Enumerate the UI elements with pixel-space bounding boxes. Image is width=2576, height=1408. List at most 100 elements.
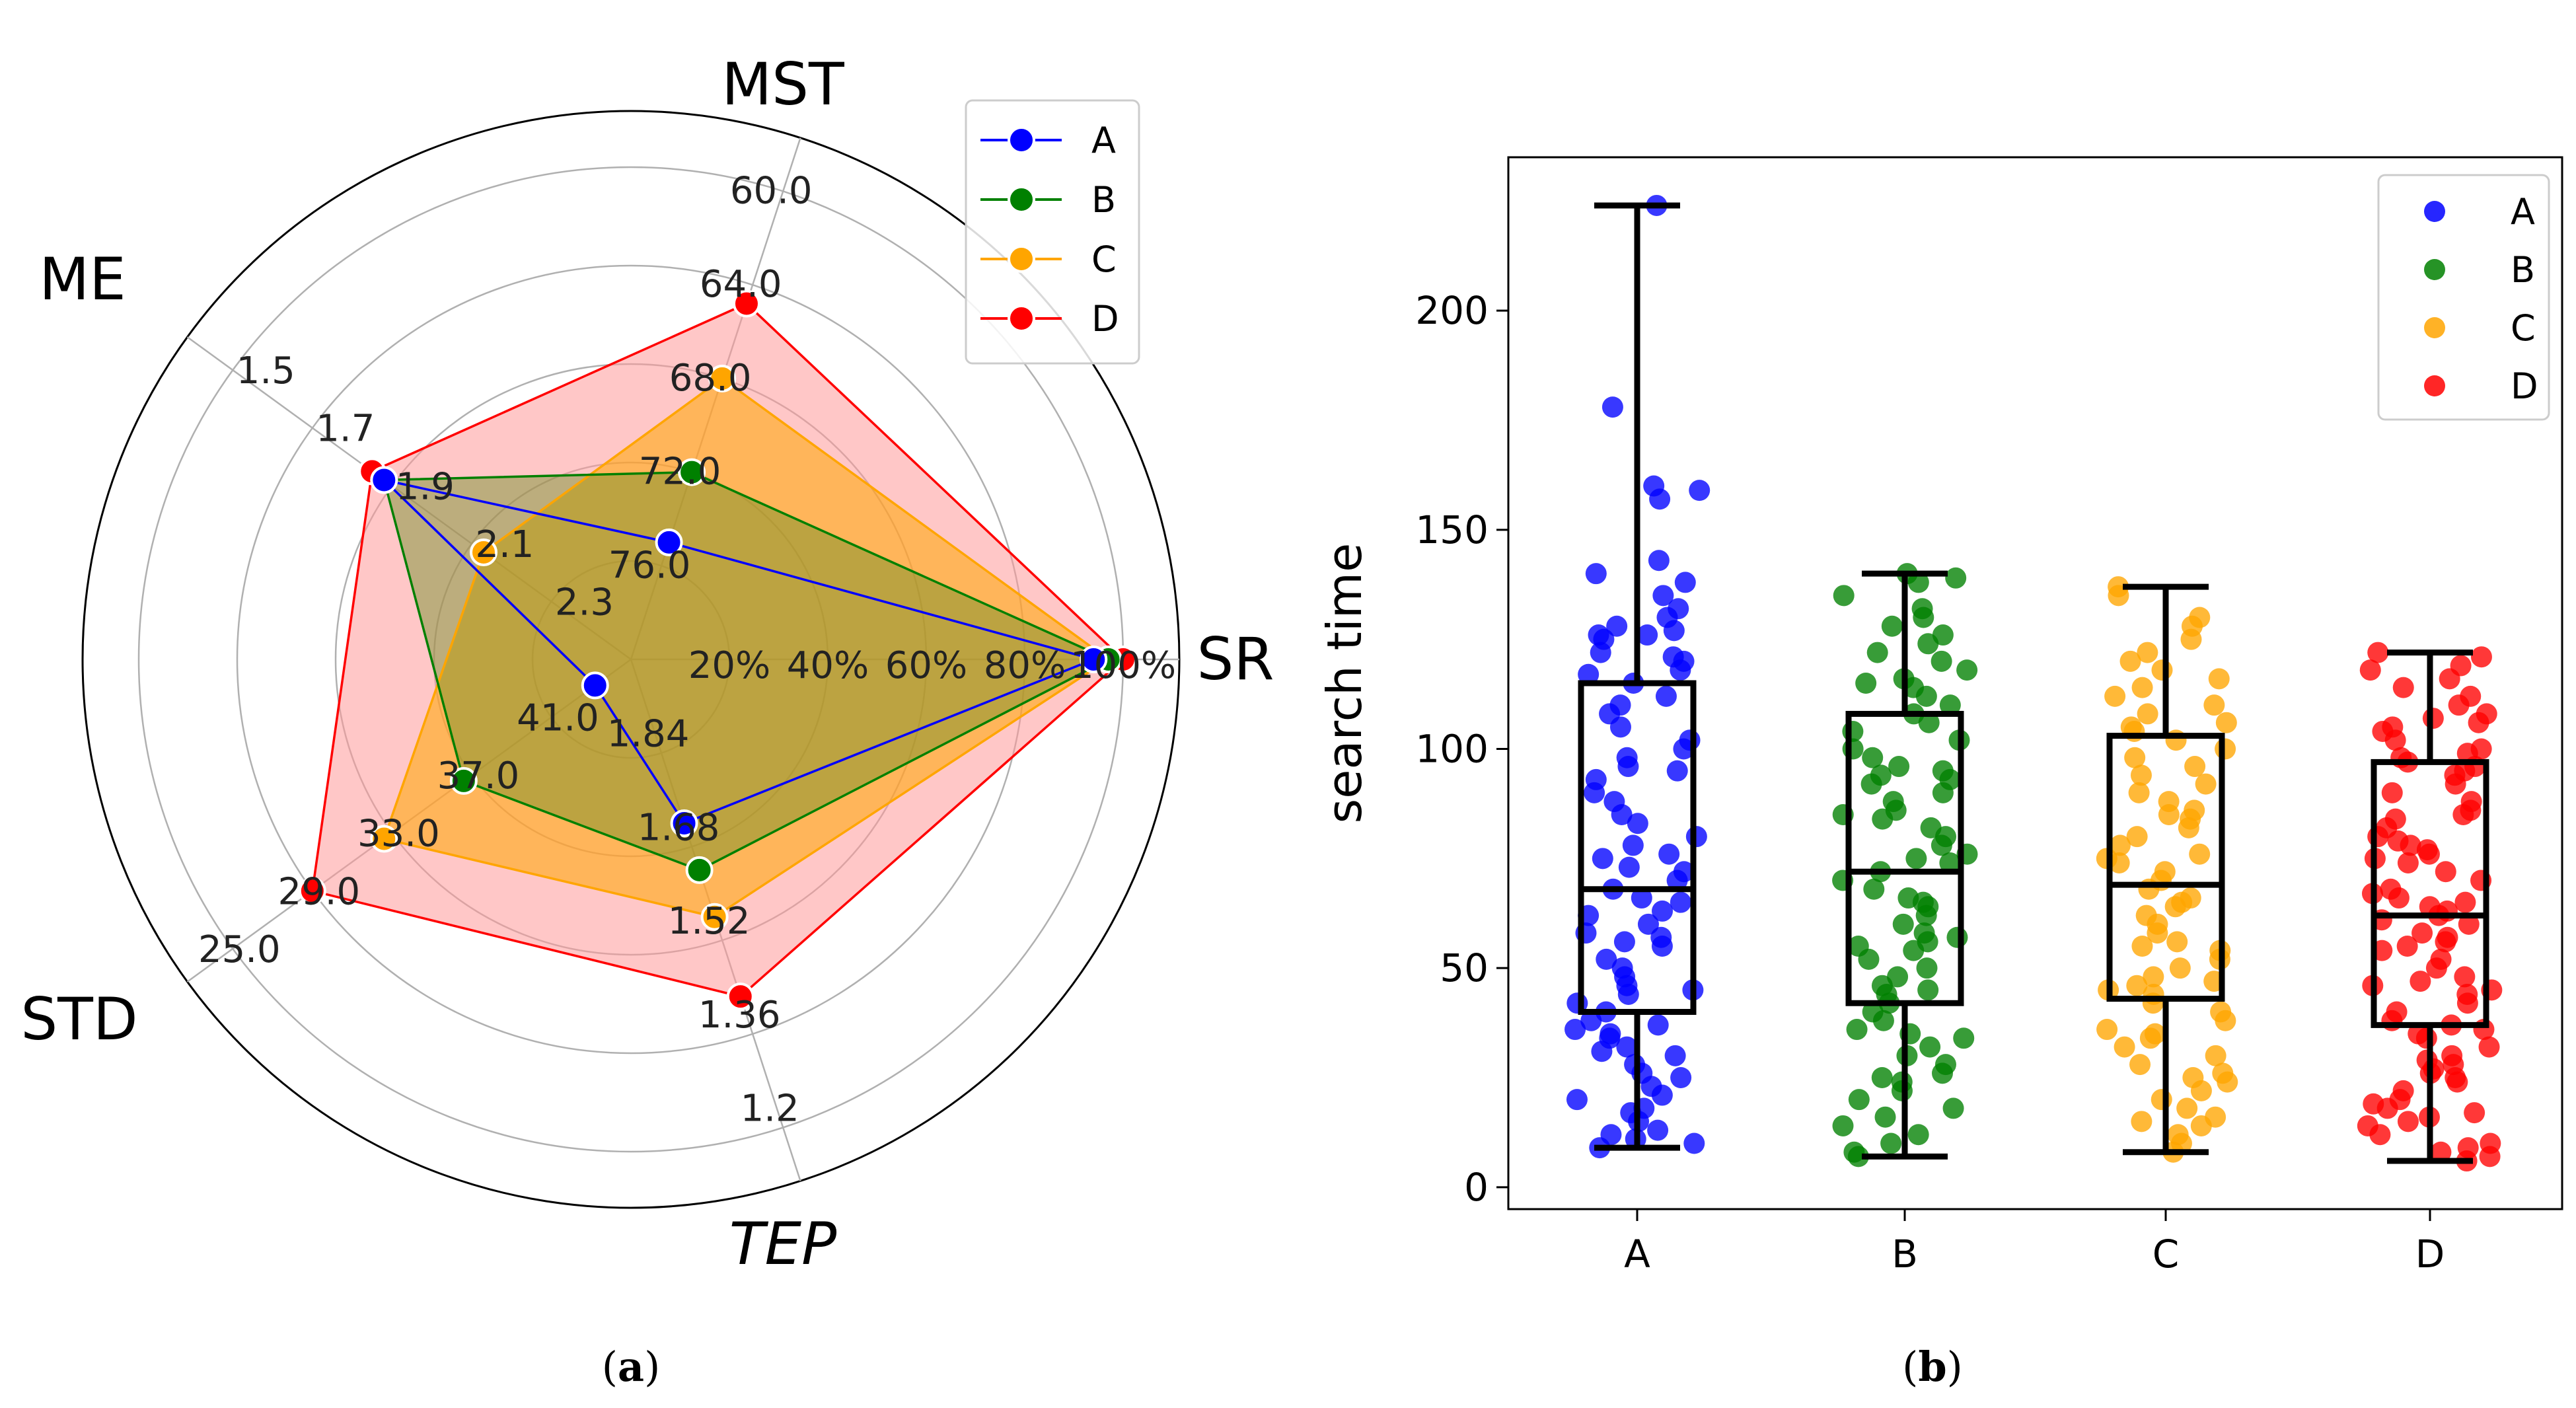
- scatter-point-c: [2123, 720, 2145, 742]
- box-legend-marker-b: [2424, 259, 2445, 280]
- scatter-point-c: [2190, 1115, 2212, 1136]
- radar-point-a-tep: [670, 809, 698, 837]
- scatter-point-c: [2158, 804, 2180, 825]
- scatter-point-a: [1674, 572, 1696, 593]
- radar-tick-tep: 1.2: [741, 1088, 799, 1130]
- y-tick-label: 50: [1440, 945, 1489, 990]
- scatter-point-d: [2425, 957, 2447, 979]
- y-tick-label: 0: [1464, 1165, 1489, 1210]
- y-tick-label: 200: [1415, 288, 1489, 333]
- scatter-point-c: [2208, 668, 2230, 690]
- x-tick-label-d: D: [2415, 1232, 2445, 1277]
- radar-tick-me: 2.3: [555, 581, 614, 624]
- radar-legend-label-b: B: [1091, 179, 1116, 221]
- scatter-point-a: [1666, 870, 1688, 891]
- radar-tick-sr: 20%: [688, 644, 770, 687]
- scatter-point-c: [2151, 1089, 2172, 1111]
- radar-legend-frame: [965, 99, 1140, 365]
- radar-legend-label-d: D: [1091, 298, 1119, 340]
- scatter-point-d: [2359, 659, 2381, 681]
- radar-line-c: [383, 377, 1111, 918]
- scatter-point-d: [2415, 1027, 2437, 1049]
- scatter-point-c: [2203, 694, 2225, 716]
- scatter-point-b: [1881, 615, 1903, 637]
- scatter-point-d: [2367, 642, 2389, 663]
- radar-axis-label-me: ME: [39, 245, 126, 313]
- x-tick-label-b: B: [1892, 1232, 1918, 1277]
- scatter-point-d: [2400, 834, 2421, 856]
- scatter-point-b: [1931, 834, 1952, 856]
- radar-tick-mst: 68.0: [669, 357, 752, 400]
- radar-tick-me: 1.9: [396, 465, 455, 508]
- scatter-point-c: [2114, 1036, 2135, 1058]
- scatter-point-d: [2448, 694, 2470, 716]
- radar-point-d-tep: [726, 982, 754, 1011]
- scatter-point-a: [1648, 550, 1670, 572]
- scatter-point-c: [2128, 782, 2150, 803]
- radar-tick-std: 37.0: [437, 755, 520, 797]
- scatter-point-d: [2397, 852, 2419, 873]
- scatter-point-a: [1670, 659, 1691, 681]
- scatter-point-a: [1637, 913, 1659, 935]
- scatter-point-a: [1647, 1119, 1669, 1141]
- scatter-point-b: [1848, 1089, 1870, 1111]
- scatter-point-d: [2439, 668, 2460, 690]
- radar-point-c-tep: [700, 903, 729, 931]
- radar-point-c-std: [370, 825, 398, 853]
- radar-point-a-mst: [655, 528, 683, 556]
- radar-axis-label-std: STD: [20, 985, 137, 1053]
- scatter-point-a: [1666, 760, 1688, 782]
- radar-legend-marker-c: [1008, 245, 1035, 273]
- box-rect-a: [1578, 680, 1697, 1015]
- scatter-point-c: [2137, 703, 2158, 725]
- scatter-point-c: [2166, 931, 2188, 953]
- box-b: [1845, 570, 1964, 1160]
- scatter-point-d: [2422, 708, 2444, 729]
- scatter-point-b: [1892, 913, 1914, 935]
- box-legend-marker-d: [2424, 375, 2445, 396]
- radar-axis-label-sr: SR: [1196, 625, 1274, 693]
- scatter-point-a: [1611, 804, 1633, 825]
- scatter-point-b: [1932, 1062, 1954, 1084]
- scatter-point-c: [2215, 712, 2237, 733]
- scatter-point-b: [1832, 1115, 1854, 1136]
- scatter-point-c: [2151, 659, 2173, 681]
- scatter-point-d: [2435, 861, 2456, 883]
- scatter-point-d: [2458, 913, 2480, 935]
- scatter-point-b: [1847, 1146, 1869, 1167]
- radar-tick-sr: 100%: [1070, 644, 1176, 687]
- x-tick-label-a: A: [1624, 1232, 1650, 1277]
- scatter-point-c: [2164, 896, 2186, 918]
- scatter-point-c: [2142, 992, 2164, 1014]
- scatter-point-c: [2189, 843, 2211, 865]
- scatter-point-b: [1915, 905, 1937, 926]
- scatter-point-d: [2410, 971, 2431, 992]
- scatter-point-c: [2126, 826, 2148, 848]
- scatter-point-a: [1673, 738, 1695, 760]
- scatter-point-b: [1939, 694, 1961, 716]
- scatter-point-b: [1907, 1124, 1929, 1146]
- scatter-point-a: [1622, 834, 1644, 856]
- scatter-point-d: [2397, 1111, 2419, 1132]
- scatter-point-c: [2131, 936, 2153, 957]
- scatter-point-b: [1887, 966, 1909, 988]
- scatter-point-d: [2447, 1071, 2468, 1093]
- radar-tick-mst: 72.0: [639, 451, 721, 494]
- scatter-point-b: [1953, 1027, 1975, 1049]
- scatter-point-d: [2478, 1036, 2500, 1058]
- scatter-point-d: [2384, 729, 2406, 751]
- scatter-point-b: [1862, 747, 1884, 768]
- scatter-point-a: [1689, 480, 1711, 501]
- radar-tick-tep: 1.68: [638, 806, 720, 849]
- scatter-point-a: [1609, 716, 1631, 738]
- scatter-point-a: [1590, 642, 1611, 663]
- scatter-point-c: [2104, 685, 2126, 707]
- radar-axis-label-tep: TEP: [729, 1210, 836, 1278]
- scatter-point-b: [1919, 1036, 1941, 1058]
- scatter-point-c: [2119, 650, 2141, 672]
- scatter-point-c: [2178, 817, 2199, 838]
- scatter-point-a: [1596, 948, 1617, 970]
- scatter-point-b: [1872, 808, 1894, 830]
- scatter-point-b: [1939, 852, 1961, 873]
